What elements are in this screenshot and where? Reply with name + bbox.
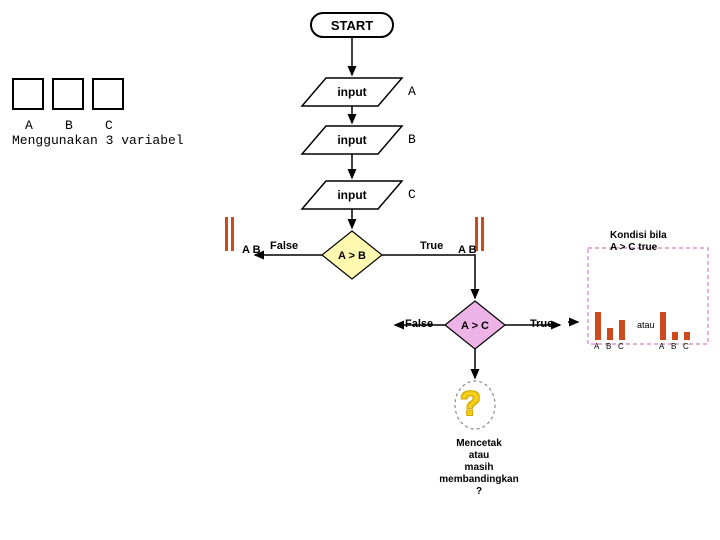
mini-bar-label: A	[659, 342, 664, 351]
input-side-label: A	[408, 84, 416, 99]
kondisi-line1: Kondisi bila	[610, 230, 667, 242]
svg-text:A > B: A > B	[338, 250, 366, 262]
input-side-label: B	[408, 132, 416, 147]
mini-bar-label: A	[594, 342, 599, 351]
bottom-line: masih	[434, 462, 524, 474]
branch-false: False	[405, 318, 433, 330]
start-label: START	[331, 18, 373, 33]
bars-label: A B	[242, 244, 261, 256]
var-label: A	[25, 118, 33, 133]
svg-text:input: input	[337, 133, 366, 147]
kondisi-title: Kondisi bila A > C true	[610, 230, 667, 254]
variable-squares	[12, 78, 132, 115]
var-label: B	[65, 118, 73, 133]
bottom-line: membandingkan	[434, 474, 524, 486]
var-label: C	[105, 118, 113, 133]
variable-square	[52, 78, 84, 110]
mini-bar-label: C	[618, 342, 624, 351]
mini-bar-label: B	[606, 342, 611, 351]
mini-bar-label: C	[683, 342, 689, 351]
variable-square	[12, 78, 44, 110]
bottom-line: atau	[434, 450, 524, 462]
bottom-text: Mencetakataumasihmembandingkan?	[434, 438, 524, 498]
variable-square	[92, 78, 124, 110]
input-side-label: C	[408, 187, 416, 202]
branch-true: True	[420, 240, 443, 252]
mini-bar-label: B	[671, 342, 676, 351]
bottom-line: Mencetak	[434, 438, 524, 450]
bottom-line: ?	[434, 486, 524, 498]
svg-text:input: input	[337, 85, 366, 99]
svg-text:input: input	[337, 188, 366, 202]
branch-true: True	[530, 318, 553, 330]
question-mark-icon: ?	[460, 385, 481, 424]
branch-false: False	[270, 240, 298, 252]
caption-text: Menggunakan 3 variabel	[12, 133, 184, 148]
bars-label: A B	[458, 244, 477, 256]
svg-text:A > C: A > C	[461, 320, 489, 332]
kondisi-line2: A > C true	[610, 242, 667, 254]
atau-label: atau	[637, 320, 655, 330]
start-terminator: START	[310, 12, 394, 38]
